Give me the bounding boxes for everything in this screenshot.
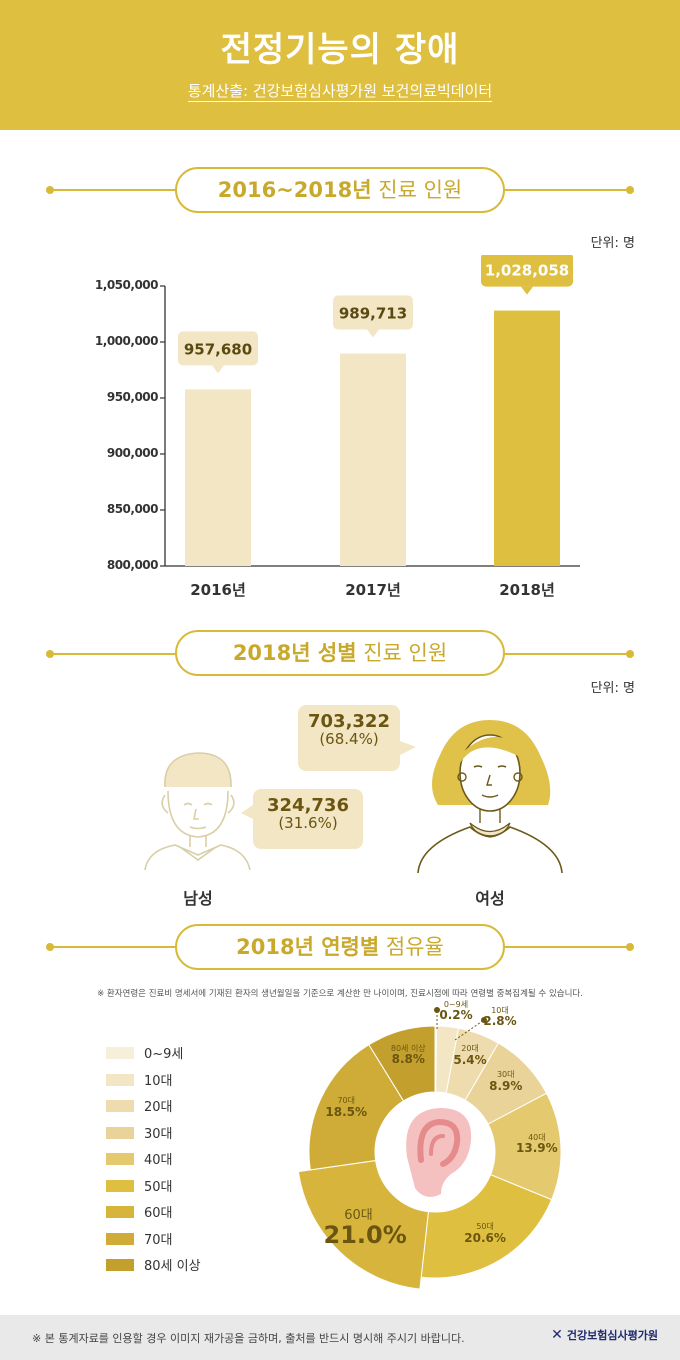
legend-swatch: [106, 1206, 134, 1218]
bar-y-tick-label: 800,000: [106, 558, 159, 572]
bar-x-label: 2018년: [499, 581, 555, 599]
bar-value-label: 1,028,058: [485, 262, 569, 280]
legend-label: 60대: [144, 1206, 173, 1221]
bar-2: [340, 353, 406, 566]
bar-x-label: 2016년: [190, 581, 246, 599]
hira-logo-icon: ✕: [551, 1327, 563, 1343]
donut-label-9: 80세 이상 8.8%: [390, 1043, 426, 1067]
bar-unit-label: 단위: 명: [590, 236, 635, 251]
legend-label: 70대: [144, 1232, 173, 1248]
legend-swatch: [106, 1259, 134, 1271]
bar-value-label: 989,713: [339, 305, 407, 323]
legend-label: 10대: [144, 1073, 173, 1089]
section3-title: 2018년 연령별 점유율: [175, 924, 505, 970]
donut-label-2: 10대 2.8%: [483, 1006, 517, 1029]
bar-y-tick-label: 950,000: [106, 390, 159, 404]
donut-label-7: 60대 21.0%: [323, 1208, 407, 1249]
legend-swatch: [106, 1179, 134, 1192]
legend-swatch: [106, 1232, 134, 1245]
section3-dot-left: [46, 943, 54, 951]
bar-value-bubble: 989,713: [333, 295, 413, 338]
donut-label-3: 20대 5.4%: [453, 1044, 487, 1067]
male-label: 남성: [183, 889, 213, 908]
source-text: 통계산출: 건강보험심사평가원 보건의료빅데이터: [187, 82, 493, 102]
section2-dot-right: [626, 650, 634, 658]
bar-1: [185, 389, 251, 566]
female-label: 여성: [475, 889, 505, 908]
legend-label: 30대: [144, 1126, 173, 1142]
section3-dot-right: [626, 943, 634, 951]
bar-chart: 957,680 989,713 1,028,058: [160, 255, 580, 567]
legend-label: 50대: [144, 1179, 173, 1195]
bar-x-label: 2017년: [345, 581, 401, 599]
donut-label-6: 50대 20.6%: [464, 1222, 506, 1245]
donut-label-4: 30대 8.9%: [489, 1070, 523, 1093]
donut-slice-6: [420, 1174, 553, 1279]
bar-3: [494, 310, 560, 566]
male-figure-icon: [144, 752, 251, 871]
bar-y-tick-label: 900,000: [106, 446, 159, 460]
section1-dot-right: [626, 186, 634, 194]
legend-swatch: [106, 1153, 134, 1165]
age-donut-chart: [297, 1007, 562, 1290]
ear-icon: [406, 1108, 472, 1197]
donut-slice-9: [368, 1025, 436, 1102]
age-note: ※ 환자연령은 진료비 명세서에 기재된 환자의 생년월일을 기준으로 계산한 …: [97, 989, 583, 999]
bar-y-tick-label: 1,000,000: [94, 334, 159, 348]
gender-illustration: [144, 705, 563, 874]
footer-note: ※ 본 통계자료를 인용할 경우 이미지 재가공을 금하며, 출처를 반드시 명…: [32, 1332, 465, 1345]
bar-y-tick-label: 850,000: [106, 502, 159, 516]
bar-value-label: 957,680: [184, 340, 252, 358]
legend-label: 80세 이상: [144, 1259, 201, 1274]
bar-value-bubble: 957,680: [178, 331, 258, 374]
donut-slice-7: [297, 1159, 429, 1290]
donut-slice-8: [308, 1044, 405, 1171]
bar-value-bubble: 1,028,058: [481, 255, 573, 295]
section2-dot-left: [46, 650, 54, 658]
legend-swatch: [106, 1047, 134, 1059]
male-speech-bubble: [241, 789, 363, 849]
donut-label-1: 0~9세 0.2%: [439, 1000, 473, 1023]
male-value-label: 324,736 (31.6%): [267, 795, 349, 832]
footer-logo: ✕ 건강보험심사평가원: [551, 1327, 658, 1343]
legend-label: 20대: [144, 1100, 173, 1115]
header-banner: 전정기능의 장애 통계산출: 건강보험심사평가원 보건의료빅데이터: [0, 0, 680, 130]
female-speech-bubble: [298, 705, 416, 771]
legend-label: 40대: [144, 1153, 173, 1168]
bar-y-tick-label: 1,050,000: [94, 278, 159, 292]
section2-title: 2018년 성별 진료 인원: [175, 630, 505, 676]
female-figure-icon: [417, 720, 563, 874]
page-title: 전정기능의 장애: [220, 30, 460, 70]
legend-label: 0~9세: [144, 1047, 184, 1062]
footer: ※ 본 통계자료를 인용할 경우 이미지 재가공을 금하며, 출처를 반드시 명…: [0, 1315, 680, 1360]
donut-label-5: 40대 13.9%: [516, 1133, 558, 1156]
female-value-label: 703,322 (68.4%): [308, 711, 390, 748]
legend-swatch: [106, 1126, 134, 1139]
donut-leader-lines: [434, 1007, 487, 1041]
legend-swatch: [106, 1073, 134, 1086]
donut-label-8: 70대 18.5%: [325, 1096, 368, 1119]
section1-dot-left: [46, 186, 54, 194]
section1-title: 2016~2018년 진료 인원: [175, 167, 505, 213]
gender-unit-label: 단위: 명: [590, 681, 635, 696]
legend-swatch: [106, 1100, 134, 1112]
